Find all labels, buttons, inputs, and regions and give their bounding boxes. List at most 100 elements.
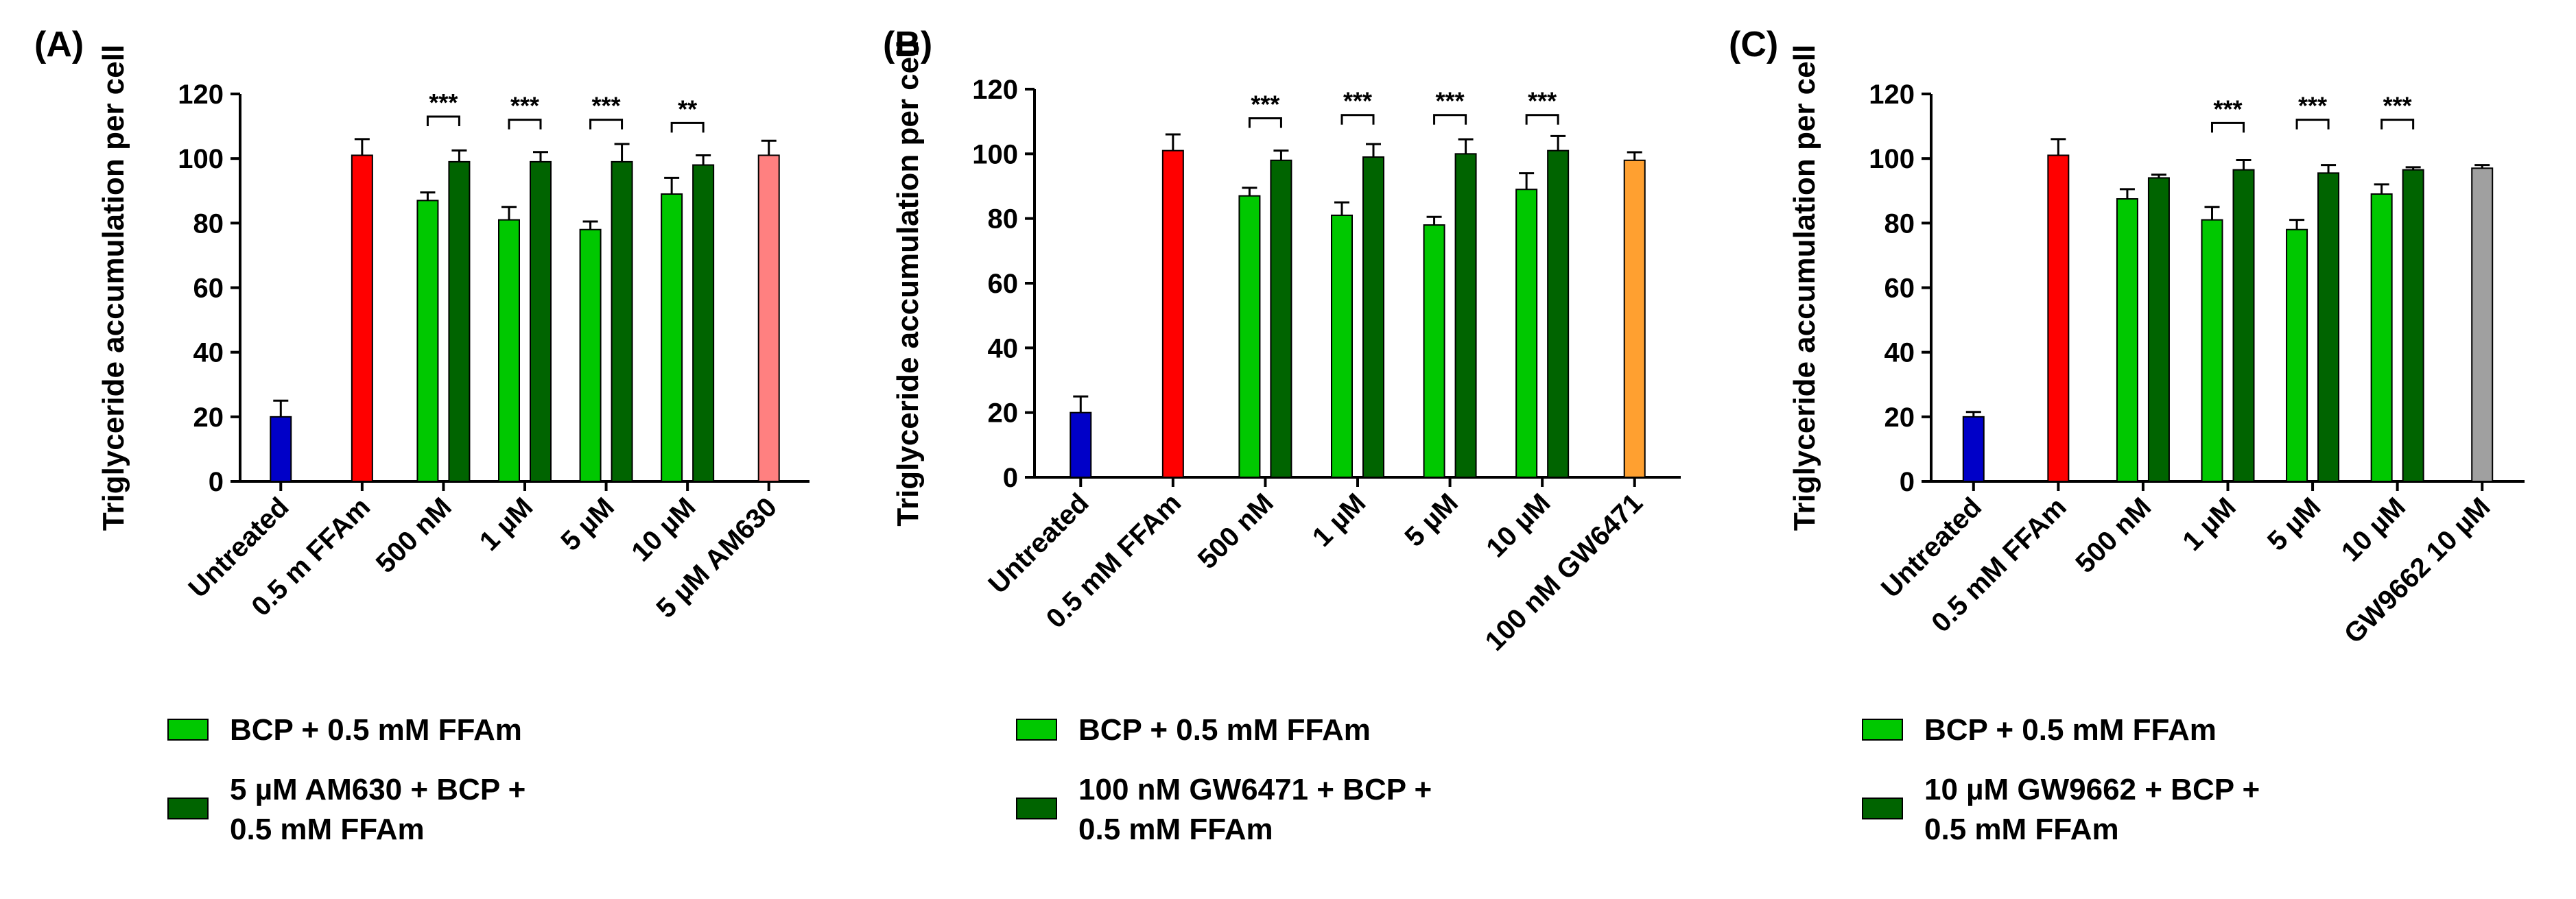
bar-bcp [1238,195,1261,478]
significance-bracket [2380,119,2415,130]
bar-combo [1454,153,1477,478]
y-tick-label: 20 [1884,403,1915,433]
y-tick-label: 120 [972,75,1018,105]
significance-label: *** [2383,92,2412,120]
legend-swatch-combo [1862,798,1903,819]
y-tick-label: 20 [193,403,224,433]
significance-bracket [589,119,624,130]
bar-bcp [661,193,683,482]
bar-ffam [351,154,373,482]
y-tick-label: 0 [209,467,224,497]
legend-swatch-bcp [167,719,209,741]
significance-bracket [2211,121,2245,133]
bar-combo [1270,159,1292,478]
significance-bracket [508,119,542,130]
bar-combo [2317,172,2340,483]
y-tick-label: 40 [1884,338,1915,368]
y-tick-label: 80 [193,208,224,239]
x-tick-label: 10 µM [626,492,701,567]
significance-label: *** [510,92,539,120]
y-tick-label: 40 [988,333,1019,363]
x-tick-label: 500 nM [1192,488,1279,575]
bar-bcp [416,200,439,482]
legend-label: 100 nM GW6471 + BCP + [1078,773,1432,806]
panel-letter: (C) [1729,25,1778,64]
y-axis-title: Triglyceride accumulation per cell [891,40,925,526]
significance-label: *** [2213,95,2242,123]
bar-ffam [2047,154,2070,482]
bar-bcp [2116,198,2138,482]
panel-letter: (A) [34,25,84,64]
bar-combo [2147,177,2170,482]
bar-am630 [757,154,780,482]
x-tick-label: 10 µM [2336,492,2411,567]
x-tick-label: 5 µM [1399,488,1464,553]
significance-label: *** [1251,90,1279,118]
bar-gw6471 [1623,159,1646,478]
legend-label: 5 µM AM630 + BCP + [230,773,525,806]
panel-letter: (B) [883,25,932,64]
y-tick-label: 0 [1900,467,1915,497]
y-tick-label: 60 [1884,274,1915,304]
y-tick-label: 100 [1869,144,1915,174]
y-tick-label: 60 [988,269,1019,299]
legend-label: BCP + 0.5 mM FFAm [230,713,522,747]
bar-ffam [1161,149,1184,478]
bar-combo [530,160,552,482]
significance-bracket [1525,114,1559,125]
y-tick-label: 100 [178,144,224,174]
y-axis-title: Triglyceride accumulation per cell [1788,45,1821,531]
legend-swatch-bcp [1016,719,1057,741]
y-tick-label: 60 [193,274,224,304]
legend-label: 10 µM GW9662 + BCP + [1924,773,2260,806]
significance-label: *** [1528,87,1557,115]
significance-label: ** [678,95,697,123]
bar-bcp [2201,219,2223,482]
bar-untreated [1962,416,1985,482]
bar-bcp [498,219,520,482]
x-tick-label: 500 nM [2070,492,2157,579]
bar-combo [611,160,633,482]
x-tick-label: 5 µM [555,492,620,557]
bar-bcp [2370,193,2393,482]
legend-label: BCP + 0.5 mM FFAm [1078,713,1371,747]
chart-panel-2: (B)Triglyceride accumulation per cell 0 20… [883,25,1681,846]
bar-combo [2402,169,2424,482]
significance-bracket [426,115,460,126]
legend-swatch-bcp [1862,719,1903,741]
significance-label: *** [1436,87,1465,115]
bar-combo [448,160,471,482]
y-axis-title: Triglyceride accumulation per cell [97,45,130,531]
legend-label: 0.5 mM FFAm [230,813,425,846]
bar-bcp [1423,224,1445,478]
legend-swatch-combo [167,798,209,819]
x-tick-label: 1 µM [1307,488,1372,553]
x-tick-label: GW9662 10 µM [2339,492,2496,649]
y-tick-label: 120 [178,80,224,110]
y-tick-label: 0 [1003,463,1018,493]
significance-label: *** [1343,87,1372,115]
legend-label: 0.5 mM FFAm [1078,813,1273,846]
bar-bcp [1515,189,1538,478]
bar-combo [2232,169,2255,482]
y-tick-label: 80 [1884,208,1915,239]
x-tick-label: 1 µM [2177,492,2242,557]
bar-combo [1547,149,1570,478]
x-tick-label: 1 µM [474,492,539,557]
bar-untreated [1070,411,1092,479]
y-tick-label: 120 [1869,80,1915,110]
bar-bcp [1331,214,1353,478]
x-tick-label: 5 µM [2262,492,2327,557]
significance-label: *** [429,88,458,117]
y-tick-label: 100 [972,139,1018,169]
chart-panel-1: (A) Triglyceride accumulation per cell 0 20… [34,25,810,846]
bar-bcp [2286,228,2308,482]
significance-bracket [2295,119,2330,130]
y-tick-label: 20 [988,398,1019,429]
significance-bracket [670,121,705,133]
legend-label: BCP + 0.5 mM FFAm [1924,713,2217,747]
x-tick-label: 500 nM [370,492,458,579]
significance-bracket [1433,114,1467,125]
significance-label: *** [2298,92,2327,120]
